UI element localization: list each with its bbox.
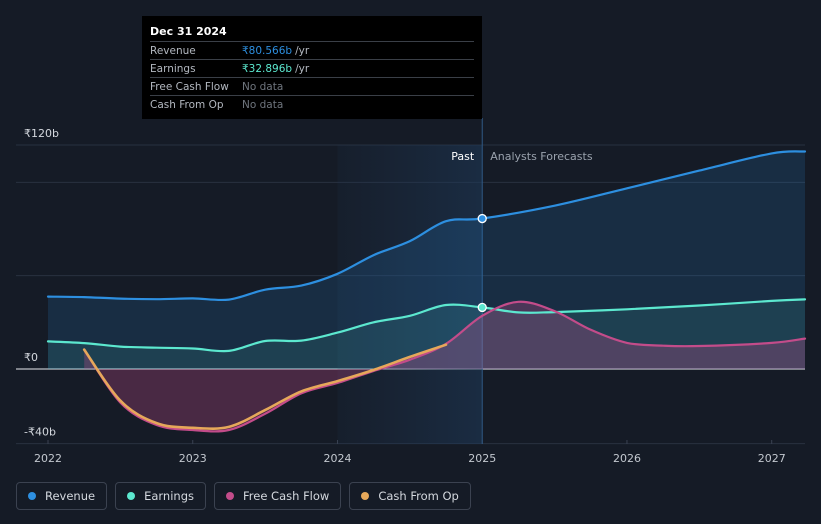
tooltip-label: Revenue — [150, 44, 196, 57]
x-tick-label: 2022 — [34, 452, 62, 465]
series-lines — [46, 150, 807, 433]
legend-item-revenue[interactable]: Revenue — [16, 482, 108, 510]
tooltip-value: No data — [242, 80, 284, 93]
y-tick-label: ₹120b — [24, 127, 59, 140]
tooltip-label: Earnings — [150, 62, 196, 75]
past-region-shade — [337, 118, 483, 444]
revenue-highlight-point — [477, 213, 487, 224]
free-cash-flow-dot-icon — [226, 492, 234, 500]
chart-labels: ₹120b ₹0 -₹40b 2022 2023 2024 2025 2026 2027 Past… — [24, 127, 786, 465]
legend-label: Earnings — [144, 489, 194, 503]
free-cash-flow-line — [83, 300, 807, 433]
chart-legend: Revenue Earnings Free Cash Flow Cash Fro… — [16, 482, 471, 510]
tooltip-row-free-cash-flow: Free Cash Flow No data — [150, 77, 474, 95]
free-cash-flow-area — [84, 301, 805, 432]
y-tick-label: -₹40b — [24, 426, 56, 439]
revenue-dot-icon — [28, 492, 36, 500]
revenue-line — [46, 150, 807, 302]
x-tick-label: 2023 — [179, 452, 207, 465]
legend-label: Free Cash Flow — [243, 489, 330, 503]
tooltip-label: Cash From Op — [150, 98, 224, 111]
y-tick-label: ₹0 — [24, 351, 38, 364]
legend-item-earnings[interactable]: Earnings — [115, 482, 206, 510]
earnings-highlight-point — [477, 302, 487, 313]
tooltip-value: ₹32.896b — [242, 62, 293, 75]
past-region — [337, 145, 483, 444]
cash-from-op-line — [82, 343, 448, 430]
forecast-label: Analysts Forecasts — [490, 150, 593, 163]
earnings-line — [46, 298, 807, 353]
legend-label: Revenue — [45, 489, 96, 503]
tooltip-unit: /yr — [295, 62, 310, 75]
x-tick-label: 2025 — [468, 452, 496, 465]
legend-label: Cash From Op — [378, 489, 459, 503]
past-label: Past — [451, 150, 475, 163]
legend-item-free-cash-flow[interactable]: Free Cash Flow — [214, 482, 342, 510]
x-tick-label: 2026 — [613, 452, 641, 465]
earnings-area — [48, 299, 805, 369]
series-areas — [48, 151, 805, 432]
x-tick-label: 2027 — [758, 452, 786, 465]
earnings-dot-icon — [127, 492, 136, 500]
tooltip-row-cash-from-op: Cash From Op No data — [150, 95, 474, 113]
tooltip-value: No data — [242, 98, 284, 111]
chart-markers — [477, 213, 487, 313]
tooltip-label: Free Cash Flow — [150, 80, 229, 93]
cash-from-op-dot-icon — [361, 492, 370, 500]
tooltip-row-earnings: Earnings ₹32.896b /yr — [150, 59, 474, 77]
legend-item-cash-from-op[interactable]: Cash From Op — [349, 482, 471, 510]
revenue-area — [48, 151, 805, 369]
hover-tooltip: Dec 31 2024 Revenue ₹80.566b /yr Earning… — [142, 16, 482, 119]
tooltip-row-revenue: Revenue ₹80.566b /yr — [150, 41, 474, 59]
x-tick-label: 2024 — [323, 452, 351, 465]
tooltip-date: Dec 31 2024 — [150, 25, 227, 38]
tooltip-value: ₹80.566b — [242, 44, 293, 57]
tooltip-unit: /yr — [295, 44, 310, 57]
